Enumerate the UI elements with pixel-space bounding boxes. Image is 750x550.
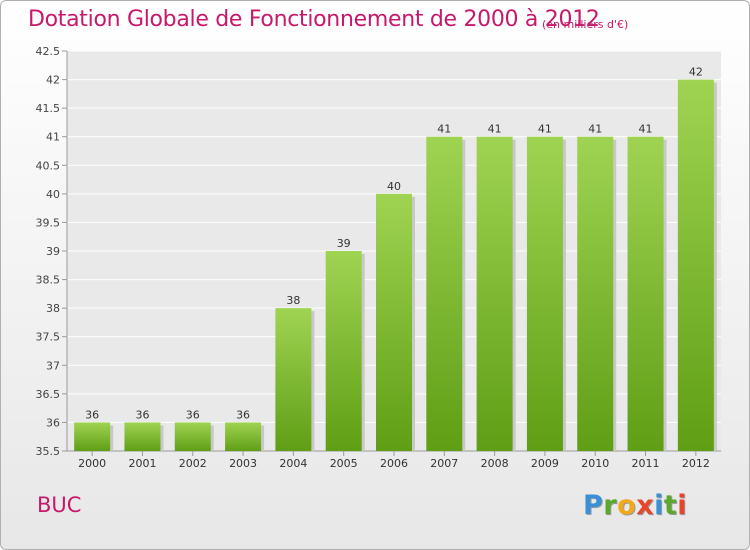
data-label: 36 — [236, 408, 250, 421]
bar-2002 — [174, 422, 211, 451]
data-label: 36 — [135, 408, 149, 421]
bar-2004 — [275, 308, 312, 451]
y-tick-label: 36 — [46, 416, 60, 429]
y-tick-label: 36.5 — [36, 388, 61, 401]
x-tick-label: 2005 — [330, 457, 358, 470]
data-label: 39 — [337, 237, 351, 250]
x-tick-label: 2011 — [632, 457, 660, 470]
y-tick-label: 37 — [46, 359, 60, 372]
y-tick-label: 37.5 — [36, 331, 61, 344]
x-tick-label: 2001 — [128, 457, 156, 470]
x-tick-label: 2008 — [481, 457, 509, 470]
y-tick-label: 41 — [46, 131, 60, 144]
x-tick-label: 2000 — [78, 457, 106, 470]
x-tick-label: 2003 — [229, 457, 257, 470]
x-tick-label: 2004 — [279, 457, 307, 470]
data-label: 41 — [437, 123, 451, 136]
data-label: 36 — [85, 408, 99, 421]
x-tick-label: 2012 — [682, 457, 710, 470]
bar-2005 — [325, 251, 362, 451]
bar-2011 — [627, 136, 664, 451]
y-tick-label: 38.5 — [36, 274, 61, 287]
data-label: 41 — [588, 123, 602, 136]
data-label: 41 — [538, 123, 552, 136]
bar-2010 — [577, 136, 614, 451]
x-tick-label: 2002 — [179, 457, 207, 470]
y-tick-label: 39 — [46, 245, 60, 258]
bar-2000 — [74, 422, 111, 451]
bar-2008 — [476, 136, 513, 451]
chart-title: Dotation Globale de Fonctionnement de 20… — [28, 7, 600, 32]
data-label: 41 — [488, 123, 502, 136]
x-tick-label: 2009 — [531, 457, 559, 470]
y-tick-label: 42 — [46, 74, 60, 87]
y-tick-label: 35.5 — [36, 445, 61, 458]
data-label: 40 — [387, 180, 401, 193]
y-tick-label: 41.5 — [36, 102, 61, 115]
x-tick-label: 2006 — [380, 457, 408, 470]
bar-2003 — [225, 422, 262, 451]
bar-2009 — [526, 136, 563, 451]
y-tick-label: 42.5 — [36, 45, 61, 58]
bar-2007 — [426, 136, 463, 451]
x-tick-label: 2007 — [430, 457, 458, 470]
chart-unit-subtitle: (en milliers d'€) — [542, 18, 629, 31]
x-tick-label: 2010 — [581, 457, 609, 470]
y-tick-label: 40.5 — [36, 159, 61, 172]
data-label: 42 — [689, 66, 703, 79]
y-tick-label: 39.5 — [36, 216, 61, 229]
y-tick-label: 40 — [46, 188, 60, 201]
data-label: 41 — [639, 123, 653, 136]
bar-2001 — [124, 422, 161, 451]
proxiti-logo: Proxiti — [583, 490, 688, 521]
commune-name: BUC — [37, 493, 82, 517]
bar-2012 — [677, 79, 714, 452]
bar-2006 — [376, 193, 412, 451]
y-tick-label: 38 — [46, 302, 60, 315]
data-label: 38 — [286, 294, 300, 307]
data-label: 36 — [186, 408, 200, 421]
